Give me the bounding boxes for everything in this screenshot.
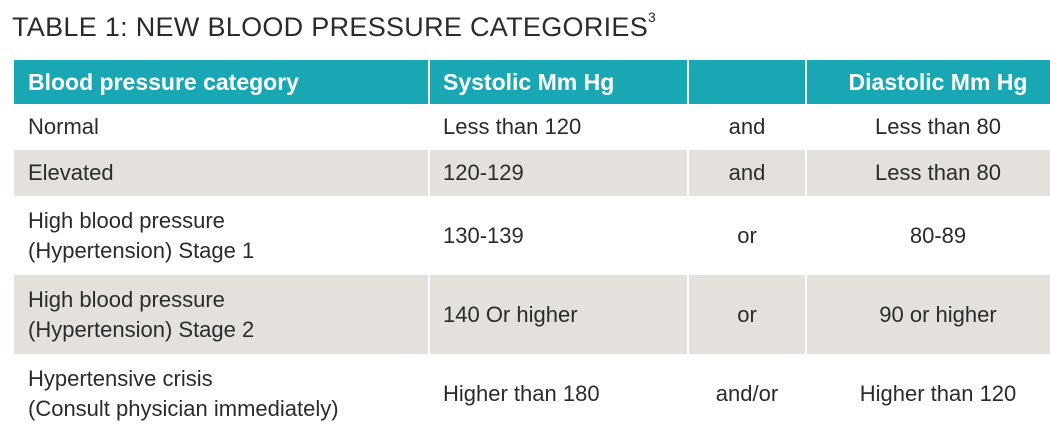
connector-cell: and	[688, 104, 807, 150]
connector-cell: or	[688, 196, 807, 275]
category-cell: High blood pressure (Hypertension) Stage…	[14, 275, 430, 354]
category-line: (Hypertension) Stage 1	[28, 237, 255, 263]
header-diastolic: Diastolic Mm Hg	[806, 60, 1050, 104]
diastolic-cell: Less than 80	[875, 114, 1001, 139]
category-cell: Hypertensive crisis (Consult physician i…	[14, 354, 430, 433]
footnote-marker: 3	[648, 9, 657, 25]
table-row: High blood pressure (Hypertension) Stage…	[14, 275, 1050, 354]
category-line: High blood pressure	[28, 207, 225, 233]
header-connector	[688, 60, 807, 104]
table-row: Hypertensive crisis (Consult physician i…	[14, 354, 1050, 433]
diastolic-cell: Higher than 120	[859, 380, 1017, 406]
category-line: High blood pressure	[28, 286, 225, 312]
diastolic-cell: 80-89	[909, 222, 967, 248]
category-cell: High blood pressure (Hypertension) Stage…	[14, 196, 430, 275]
category-line: Elevated	[28, 160, 114, 185]
diastolic-cell: Less than 80	[806, 150, 1050, 196]
table-title-text: TABLE 1: NEW BLOOD PRESSURE CATEGORIES	[12, 12, 649, 42]
category-line: (Hypertension) Stage 2	[28, 316, 255, 342]
category-line: (Consult physician immediately)	[28, 395, 339, 421]
connector-cell: and	[688, 150, 807, 196]
category-cell: Elevated	[14, 150, 430, 196]
category-line: Normal	[28, 114, 99, 139]
header-systolic: Systolic Mm Hg	[429, 60, 689, 104]
systolic-cell: Less than 120	[429, 104, 689, 150]
blood-pressure-table: Blood pressure category Systolic Mm Hg D…	[14, 60, 1050, 433]
table-row: High blood pressure (Hypertension) Stage…	[14, 196, 1050, 275]
systolic-cell: Higher than 180	[429, 354, 689, 433]
connector-cell: or	[688, 275, 807, 354]
category-line: Hypertensive crisis	[28, 365, 213, 391]
category-cell: Normal	[14, 104, 430, 150]
systolic-cell: 140 Or higher	[429, 275, 689, 354]
systolic-cell: 120-129	[429, 150, 689, 196]
connector-cell: and/or	[688, 354, 807, 433]
table-row: Normal Less than 120 and Less than 80	[14, 104, 1050, 150]
systolic-cell: 130-139	[429, 196, 689, 275]
header-category: Blood pressure category	[14, 60, 430, 104]
header-row: Blood pressure category Systolic Mm Hg D…	[14, 60, 1050, 104]
table-row: Elevated 120-129 and Less than 80	[14, 150, 1050, 196]
diastolic-cell: 90 or higher	[806, 275, 1050, 354]
table-title: TABLE 1: NEW BLOOD PRESSURE CATEGORIES3	[12, 9, 657, 43]
